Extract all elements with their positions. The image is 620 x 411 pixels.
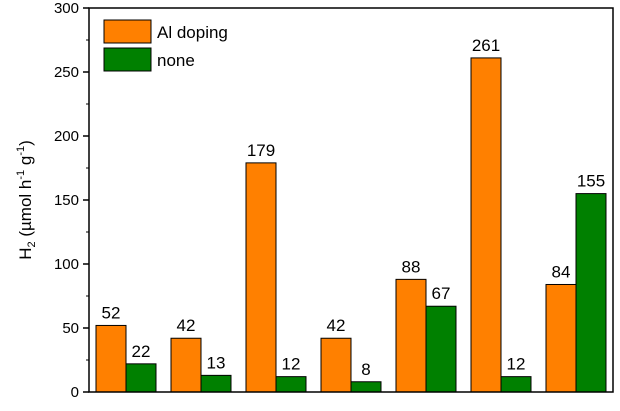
bar-none xyxy=(425,305,457,393)
y-tick-label: 250 xyxy=(54,64,79,81)
legend-swatch-none xyxy=(103,47,152,72)
bar-al-doping xyxy=(95,324,127,393)
y-tick-label: 300 xyxy=(54,0,79,17)
bar-al-doping xyxy=(320,337,352,393)
data-label-none: 155 xyxy=(577,172,605,191)
bar-none xyxy=(500,376,532,393)
bar-none xyxy=(350,381,382,393)
bar-al-doping xyxy=(395,278,427,393)
y-axis-title-mid: g xyxy=(16,156,35,170)
y-axis-title-superscript-1: -1 xyxy=(15,170,27,180)
legend-label-al-doping: Al doping xyxy=(157,23,228,42)
bar-none xyxy=(200,374,232,393)
bar-al-doping xyxy=(470,57,502,393)
data-label-none: 12 xyxy=(282,355,301,374)
legend-swatch-al-doping xyxy=(103,19,152,44)
y-axis-title-close: ) xyxy=(16,140,35,146)
y-tick-label: 50 xyxy=(62,320,79,337)
bar-al-doping xyxy=(170,337,202,393)
bar-none xyxy=(125,363,157,393)
y-axis-title-superscript-2: -1 xyxy=(15,146,27,156)
data-label-none: 67 xyxy=(432,284,451,303)
data-label-none: 8 xyxy=(361,360,370,379)
data-label-al-doping: 179 xyxy=(247,141,275,160)
legend-label-none: none xyxy=(157,51,195,70)
bar-al-doping xyxy=(245,162,277,393)
y-tick-label: 200 xyxy=(54,128,79,145)
bar-al-doping xyxy=(545,283,577,393)
plot-marks: 52 42 179 42 88 261 84 22 13 12 8 67 12 155 xyxy=(95,36,607,393)
y-tick-label: 150 xyxy=(54,192,79,209)
y-axis: 0 50 100 150 200 250 300 xyxy=(54,0,89,401)
data-label-al-doping: 88 xyxy=(402,257,421,276)
data-label-al-doping: 261 xyxy=(472,36,500,55)
y-tick-label: 100 xyxy=(54,256,79,273)
data-label-none: 12 xyxy=(507,355,526,374)
legend: Al doping none xyxy=(103,19,228,72)
y-axis-title-open: (µmol h xyxy=(16,180,35,242)
y-axis-title-base: H xyxy=(16,248,35,260)
data-label-none: 22 xyxy=(132,342,151,361)
data-label-al-doping: 42 xyxy=(327,316,346,335)
data-label-al-doping: 84 xyxy=(552,262,571,281)
y-tick-label: 0 xyxy=(71,384,79,401)
y-axis-title: H2 (µmol h-1 g-1) xyxy=(15,140,38,260)
data-label-none: 13 xyxy=(207,353,226,372)
y-axis-title-subscript: 2 xyxy=(26,241,38,247)
data-label-al-doping: 52 xyxy=(102,303,121,322)
bar-none xyxy=(575,193,607,393)
data-label-al-doping: 42 xyxy=(177,316,196,335)
bar-none xyxy=(275,376,307,393)
